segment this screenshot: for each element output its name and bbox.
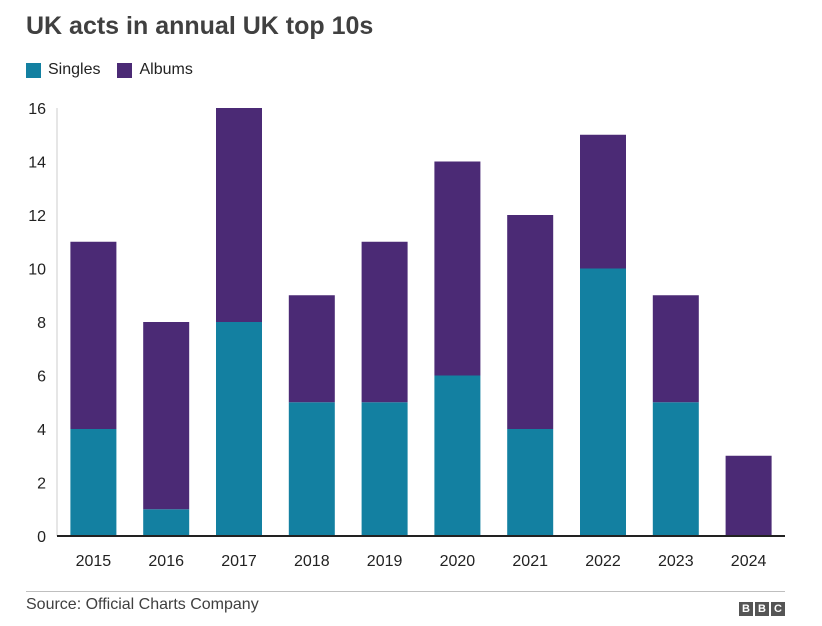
bar-singles-2022: [580, 268, 626, 536]
x-tick-label: 2015: [76, 553, 112, 570]
y-tick-label: 2: [37, 476, 46, 493]
y-tick-label: 16: [28, 101, 46, 118]
x-tick-label: 2018: [294, 553, 330, 570]
bbc-logo-letter: C: [771, 602, 785, 616]
source-note: Source: Official Charts Company: [26, 596, 259, 613]
bar-albums-2017: [216, 108, 262, 322]
y-tick-label: 8: [37, 315, 46, 332]
bar-singles-2019: [361, 402, 408, 536]
bar-albums-2022: [580, 134, 626, 269]
bar-albums-2016: [143, 322, 190, 510]
y-tick-label: 4: [37, 422, 46, 439]
chart-title: UK acts in annual UK top 10s: [26, 12, 374, 40]
legend-swatch-singles: [26, 62, 41, 78]
bar-albums-2023: [652, 295, 699, 403]
bar-albums-2024: [725, 455, 772, 536]
y-tick-label: 14: [28, 155, 46, 172]
legend-label-albums: Albums: [139, 61, 193, 78]
bar-singles-2016: [143, 509, 190, 536]
legend-item-singles: Singles: [26, 61, 100, 79]
bar-albums-2021: [507, 215, 554, 429]
legend-label-singles: Singles: [48, 61, 101, 78]
y-axis: 0 2 4 6 8 10 12 14 16: [28, 101, 46, 546]
x-tick-label: 2022: [585, 553, 621, 570]
y-tick-label: 10: [28, 262, 46, 279]
bar-albums-2020: [434, 161, 481, 376]
bars: [70, 108, 772, 536]
x-axis: 2015 2016 2017 2018 2019 2020 2021 2022 2023 2024: [76, 553, 767, 570]
legend: Singles Albums: [26, 61, 210, 79]
footer-divider: [26, 591, 785, 592]
bar-singles-2020: [434, 375, 481, 536]
bbc-logo: B B C: [739, 602, 785, 616]
bar-singles-2021: [507, 429, 554, 536]
x-tick-label: 2024: [731, 553, 767, 570]
x-tick-label: 2017: [221, 553, 257, 570]
x-tick-label: 2021: [512, 553, 548, 570]
bbc-logo-letter: B: [755, 602, 769, 616]
bar-albums-2019: [361, 241, 408, 403]
x-tick-label: 2023: [658, 553, 694, 570]
legend-swatch-albums: [117, 62, 133, 78]
legend-item-albums: Albums: [117, 61, 193, 79]
x-tick-label: 2019: [367, 553, 403, 570]
bar-albums-2015: [70, 241, 117, 429]
bar-singles-2018: [288, 402, 335, 536]
x-tick-label: 2020: [440, 553, 476, 570]
bar-singles-2017: [216, 322, 262, 536]
y-tick-label: 6: [37, 369, 46, 386]
bbc-logo-letter: B: [739, 602, 753, 616]
bar-singles-2023: [652, 402, 699, 536]
y-tick-label: 12: [28, 208, 46, 225]
x-tick-label: 2016: [148, 553, 184, 570]
bar-albums-2018: [288, 295, 335, 403]
y-tick-label: 0: [37, 529, 46, 546]
bar-singles-2015: [70, 429, 117, 536]
